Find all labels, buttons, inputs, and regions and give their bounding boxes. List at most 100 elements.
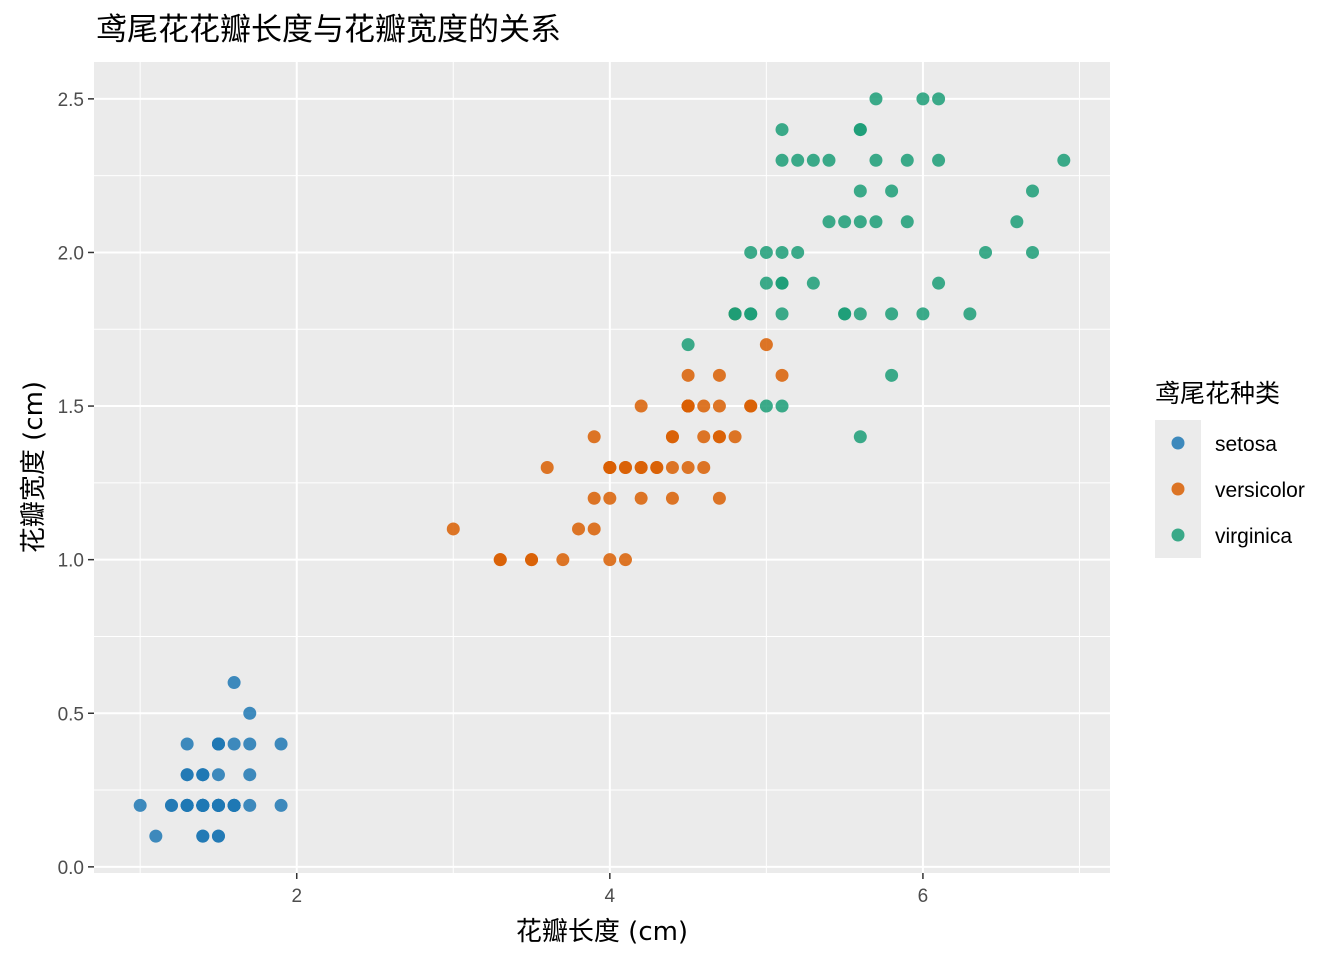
- x-tick-label: 4: [605, 886, 616, 907]
- data-point-virginica: [806, 276, 820, 290]
- data-point-versicolor: [556, 553, 570, 567]
- data-point-versicolor: [525, 553, 539, 567]
- legend: 鸢尾花种类 setosa versicolor virginica: [1155, 379, 1305, 558]
- data-point-virginica: [822, 215, 836, 229]
- data-point-setosa: [227, 798, 241, 812]
- data-point-setosa: [243, 737, 257, 751]
- data-point-setosa: [196, 829, 210, 843]
- data-point-setosa: [243, 798, 257, 812]
- data-point-versicolor: [681, 461, 695, 474]
- data-point-versicolor: [665, 461, 679, 474]
- data-point-virginica: [916, 307, 930, 321]
- data-point-setosa: [180, 768, 194, 782]
- data-point-versicolor: [712, 399, 726, 413]
- data-point-versicolor: [587, 522, 601, 536]
- data-point-virginica: [885, 307, 899, 321]
- data-point-versicolor: [650, 461, 664, 474]
- legend-swatch-versicolor: [1171, 482, 1185, 496]
- data-point-setosa: [274, 798, 288, 812]
- data-point-virginica: [869, 153, 883, 167]
- data-point-setosa: [180, 798, 194, 812]
- data-point-versicolor: [603, 491, 617, 505]
- data-point-virginica: [932, 153, 946, 167]
- data-point-setosa: [211, 737, 225, 751]
- data-point-virginica: [759, 245, 773, 259]
- data-points: [133, 92, 1071, 843]
- data-point-virginica: [775, 123, 789, 137]
- data-point-virginica: [1010, 215, 1024, 229]
- data-point-virginica: [681, 338, 695, 352]
- data-point-versicolor: [634, 491, 648, 505]
- legend-swatch-virginica: [1171, 528, 1185, 542]
- data-point-versicolor: [697, 399, 711, 413]
- data-point-virginica: [853, 307, 867, 321]
- data-point-setosa: [211, 829, 225, 843]
- legend-label-versicolor: versicolor: [1215, 479, 1305, 502]
- data-point-versicolor: [744, 399, 758, 413]
- data-point-setosa: [180, 737, 194, 751]
- y-tick-label: 0.0: [58, 858, 84, 879]
- data-point-versicolor: [712, 491, 726, 505]
- data-point-virginica: [728, 307, 742, 321]
- data-point-virginica: [759, 399, 773, 413]
- data-point-virginica: [853, 184, 867, 198]
- legend-title: 鸢尾花种类: [1155, 379, 1280, 408]
- grid: [94, 62, 1110, 873]
- x-tick-label: 6: [918, 886, 929, 907]
- data-point-setosa: [243, 768, 257, 782]
- data-point-virginica: [869, 92, 883, 106]
- data-point-versicolor: [587, 430, 601, 444]
- data-point-setosa: [196, 798, 210, 812]
- data-point-versicolor: [618, 553, 632, 567]
- y-tick-label: 2.5: [58, 90, 84, 111]
- y-axis: 0.0 0.5 1.0 1.5 2.0 2.5: [58, 90, 94, 879]
- data-point-setosa: [274, 737, 288, 751]
- data-point-virginica: [932, 92, 946, 106]
- data-point-versicolor: [540, 461, 554, 474]
- data-point-virginica: [775, 307, 789, 321]
- data-point-virginica: [838, 307, 852, 321]
- data-point-versicolor: [618, 461, 632, 474]
- legend-label-setosa: setosa: [1215, 433, 1277, 456]
- legend-swatch-setosa: [1171, 436, 1185, 450]
- data-point-versicolor: [665, 430, 679, 444]
- y-tick-label: 1.5: [58, 397, 84, 418]
- data-point-virginica: [744, 245, 758, 259]
- data-point-versicolor: [603, 461, 617, 474]
- data-point-versicolor: [634, 399, 648, 413]
- data-point-virginica: [916, 92, 930, 106]
- data-point-virginica: [775, 276, 789, 290]
- data-point-virginica: [1026, 245, 1040, 259]
- data-point-virginica: [775, 399, 789, 413]
- data-point-versicolor: [603, 553, 617, 567]
- data-point-virginica: [869, 215, 883, 229]
- plot-panel: [94, 62, 1110, 873]
- legend-label-virginica: virginica: [1215, 525, 1292, 548]
- data-point-setosa: [196, 768, 210, 782]
- data-point-virginica: [759, 276, 773, 290]
- data-point-versicolor: [587, 491, 601, 505]
- y-tick-label: 0.5: [58, 704, 84, 725]
- data-point-virginica: [822, 153, 836, 167]
- data-point-versicolor: [712, 430, 726, 444]
- data-point-virginica: [744, 307, 758, 321]
- data-point-virginica: [838, 215, 852, 229]
- data-point-versicolor: [775, 368, 789, 382]
- data-point-versicolor: [681, 368, 695, 382]
- data-point-versicolor: [681, 399, 695, 413]
- data-point-versicolor: [759, 338, 773, 352]
- data-point-setosa: [133, 798, 147, 812]
- data-point-virginica: [900, 215, 914, 229]
- data-point-setosa: [211, 798, 225, 812]
- data-point-versicolor: [493, 553, 507, 567]
- data-point-setosa: [164, 798, 178, 812]
- y-axis-title: 花瓣宽度 (cm): [19, 381, 49, 553]
- x-tick-label: 2: [291, 886, 302, 907]
- data-point-setosa: [227, 737, 241, 751]
- data-point-virginica: [1057, 153, 1071, 167]
- data-point-virginica: [1026, 184, 1040, 198]
- data-point-versicolor: [697, 430, 711, 444]
- data-point-setosa: [243, 706, 257, 720]
- data-point-virginica: [932, 276, 946, 290]
